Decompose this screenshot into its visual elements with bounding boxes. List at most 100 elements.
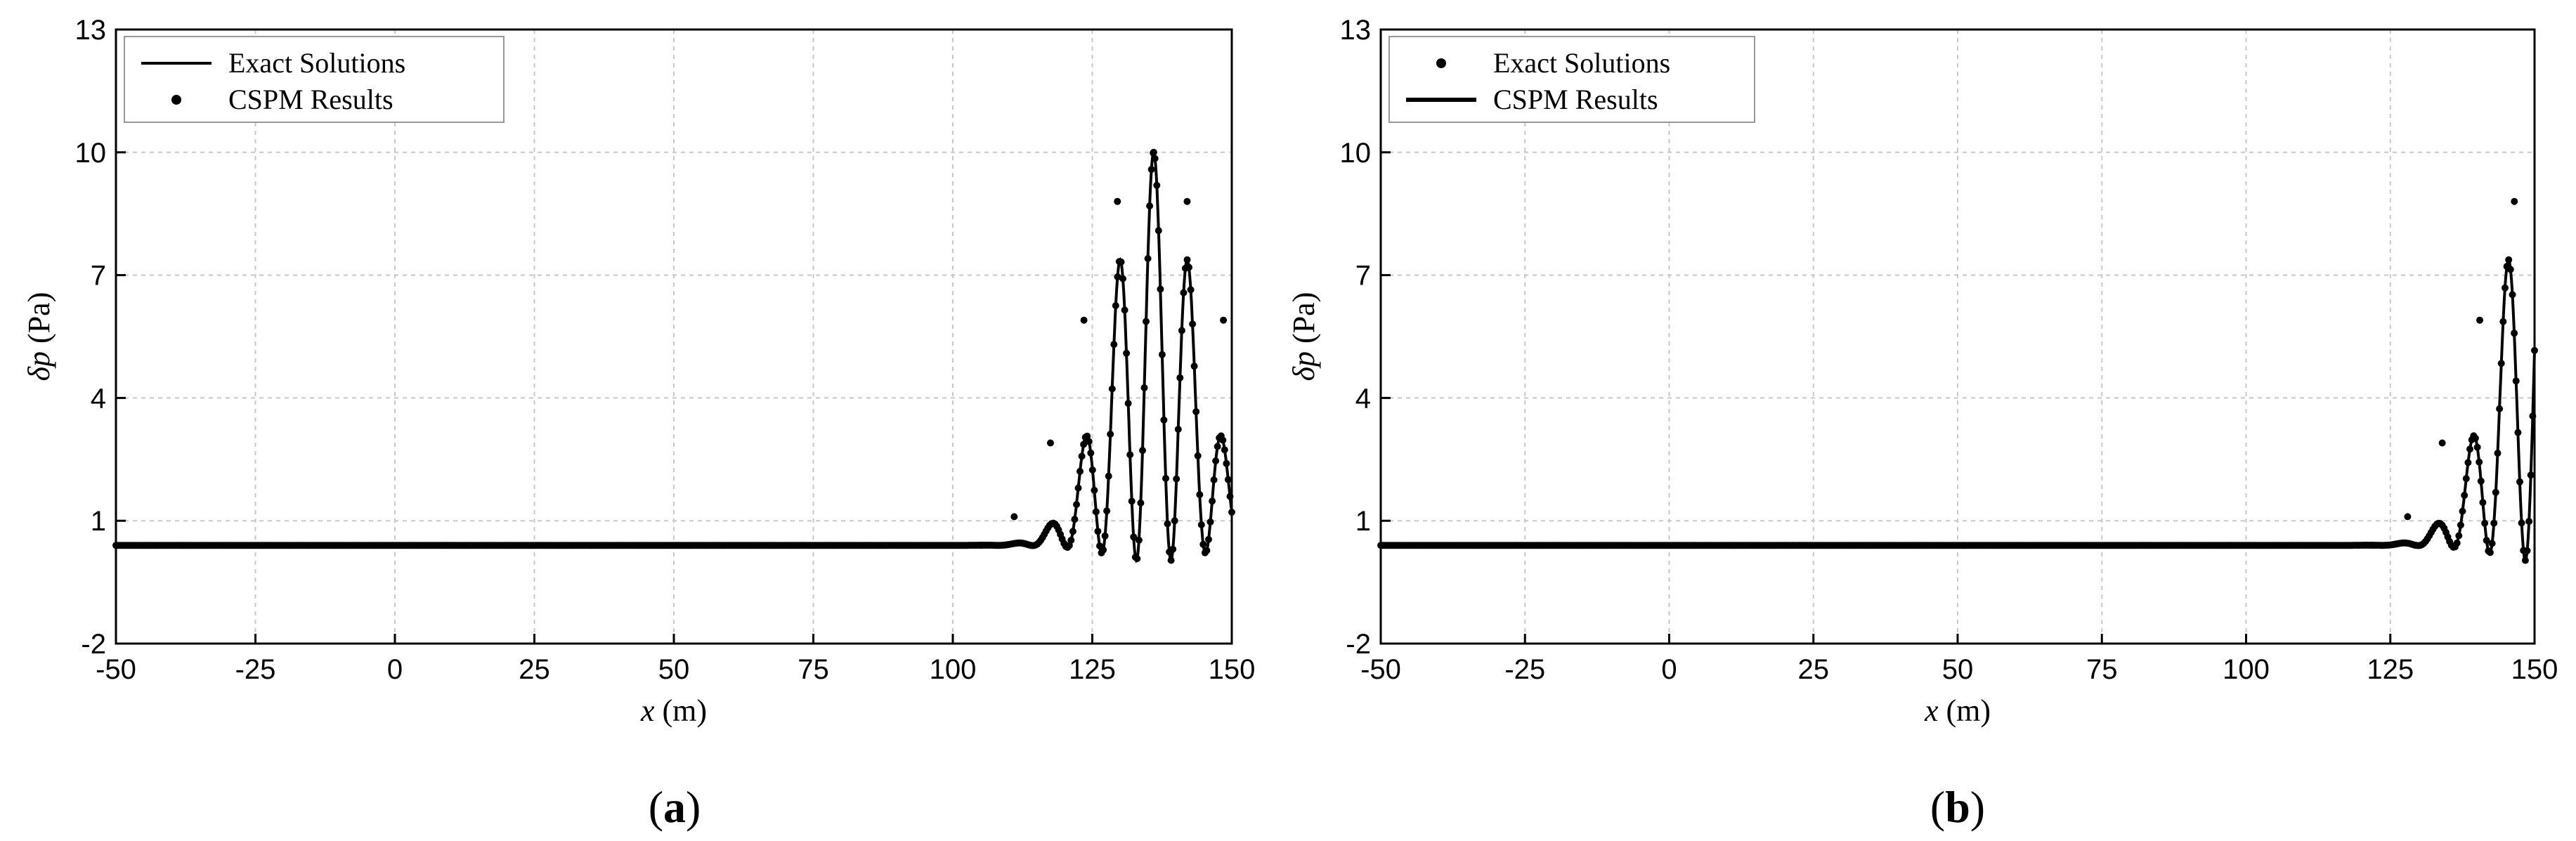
legend-box <box>1388 36 1755 123</box>
data-point <box>1147 166 1155 174</box>
data-point <box>1158 351 1166 358</box>
x-tick-label: 50 <box>1942 654 1974 685</box>
data-point <box>2516 478 2523 485</box>
peak-point <box>2404 513 2412 521</box>
peak-point <box>2369 542 2377 549</box>
data-point <box>2483 537 2490 545</box>
data-point <box>1194 452 1202 459</box>
y-tick-label: 4 <box>1355 383 1371 414</box>
y-tick-labels: -2 1 4 7 10 13 <box>75 15 107 660</box>
data-point <box>1160 416 1168 424</box>
y-tick-label: 13 <box>1340 15 1372 46</box>
data-point <box>1171 517 1178 525</box>
series-curve <box>116 148 1233 563</box>
data-point <box>1154 227 1162 235</box>
data-point <box>2514 429 2522 436</box>
data-point <box>1214 443 1221 450</box>
legend-entry: CSPM Results <box>171 84 393 115</box>
data-point <box>2453 539 2461 547</box>
data-point <box>1101 532 1109 540</box>
data-point <box>1108 385 1116 393</box>
legend-dot-symbol <box>1436 58 1446 68</box>
y-tick-label: -2 <box>1346 629 1371 660</box>
data-point <box>1197 521 1205 528</box>
legend-dot-symbol <box>171 95 181 105</box>
legend-entry: CSPM Results <box>1406 84 1658 115</box>
data-point <box>1190 363 1198 370</box>
legend-label: Exact Solutions <box>1493 47 1670 79</box>
data-point <box>1069 528 1076 535</box>
data-point <box>2497 360 2505 367</box>
legend-entry: Exact Solutions <box>1436 47 1670 79</box>
data-point <box>1143 318 1150 325</box>
data-point <box>1067 537 1075 544</box>
data-point <box>1124 400 1132 408</box>
data-point <box>2477 477 2485 485</box>
data-point <box>2459 507 2466 515</box>
x-tick-label: 25 <box>519 654 550 685</box>
y-tick-label: 7 <box>1355 261 1371 292</box>
peak-point <box>1046 439 1054 447</box>
y-tick-labels: -2 1 4 7 10 13 <box>1340 15 1372 660</box>
data-point <box>2490 519 2498 527</box>
data-point <box>1114 273 1121 280</box>
data-point <box>2471 434 2479 442</box>
data-point <box>2464 459 2472 467</box>
data-point <box>1157 285 1164 293</box>
x-tick-label: 150 <box>2511 654 2558 685</box>
x-tick-label: 100 <box>2223 654 2270 685</box>
data-point <box>2527 471 2535 479</box>
data-point <box>1176 374 1184 382</box>
y-tick-label: 10 <box>75 138 107 169</box>
data-point <box>2505 256 2513 263</box>
panel-caption: (a) <box>649 782 701 832</box>
data-point <box>1074 484 1082 492</box>
y-tick-label: -2 <box>81 629 106 660</box>
legend-label: CSPM Results <box>1493 84 1658 115</box>
data-point <box>1092 508 1100 516</box>
data-point <box>1119 275 1126 282</box>
data-point <box>1139 447 1146 455</box>
legend-symbol <box>171 95 181 105</box>
peak-point <box>1080 316 1088 324</box>
data-point <box>2455 532 2463 540</box>
data-point <box>1073 501 1080 508</box>
data-point <box>1164 520 1171 528</box>
data-point <box>1084 432 1091 440</box>
data-point <box>1183 256 1191 263</box>
data-point <box>1212 457 1220 464</box>
data-point <box>2461 492 2468 499</box>
legend-label: Exact Solutions <box>228 47 405 79</box>
data-point <box>1205 535 1212 543</box>
panel-caption: (b) <box>1930 782 1985 832</box>
data-point <box>1088 466 1096 474</box>
data-point <box>1107 431 1114 438</box>
y-axis-title: δp (Pa) <box>22 292 56 382</box>
data-point <box>1224 476 1232 483</box>
data-point <box>1162 474 1169 482</box>
data-point <box>1133 555 1141 563</box>
x-tick-labels: -50 -25 0 25 50 75 100 125 150 <box>1360 654 2558 685</box>
y-axis-title: δp (Pa) <box>1287 292 1321 382</box>
data-point <box>2476 458 2483 466</box>
data-point <box>1100 546 1107 554</box>
data-point <box>1130 533 1138 541</box>
data-point <box>1206 518 1214 526</box>
data-point <box>1167 556 1175 564</box>
data-point <box>2512 377 2520 385</box>
peak-point <box>1114 197 1121 205</box>
data-point <box>1094 528 1102 535</box>
y-tick-label: 1 <box>1355 506 1371 537</box>
data-point <box>1221 446 1228 454</box>
data-point <box>2499 318 2507 325</box>
data-point <box>2518 519 2525 527</box>
data-point <box>1105 472 1112 480</box>
data-point <box>1153 181 1161 189</box>
y-tick-label: 1 <box>91 506 106 537</box>
data-point <box>1123 349 1131 357</box>
x-tick-label: 75 <box>798 654 829 685</box>
x-tick-label: 150 <box>1209 654 1256 685</box>
legend-entry: Exact Solutions <box>141 47 405 79</box>
x-tick-label: 100 <box>930 654 977 685</box>
